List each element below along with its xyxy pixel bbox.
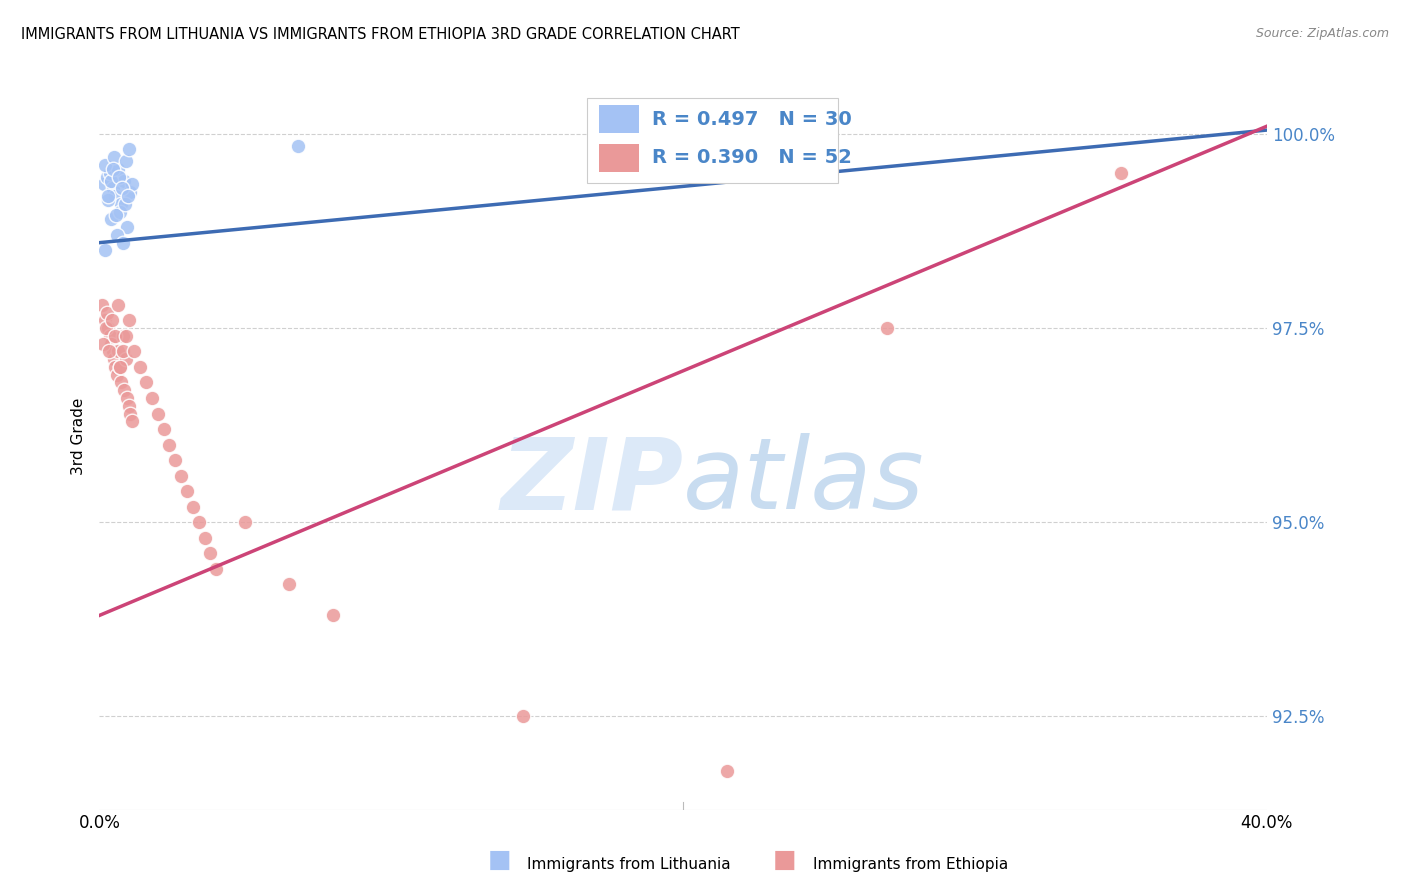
Point [94,321,117,335]
Point [120,407,142,421]
Point [118,313,141,327]
Point [124,344,146,359]
Point [121,178,143,192]
Point [152,422,174,436]
Point [110,197,132,211]
Point [278,577,301,591]
Point [104,189,127,203]
Point [97,344,120,359]
Point [108,169,131,184]
Point [96,305,118,319]
Point [103,161,125,176]
Text: Immigrants from Ethiopia: Immigrants from Ethiopia [813,857,1008,872]
Point [235,515,257,529]
Point [115,391,138,405]
Point [93,178,115,192]
Point [165,453,187,467]
Point [115,329,138,343]
Point [117,399,139,413]
Bar [588,97,838,184]
Point [105,209,128,223]
Point [108,359,131,374]
Point [100,336,122,351]
Point [117,189,139,203]
Point [98,329,121,343]
Point [159,437,181,451]
Point [98,166,121,180]
Text: Immigrants from Lithuania: Immigrants from Lithuania [527,857,731,872]
Point [94,313,117,327]
Text: Source: ZipAtlas.com: Source: ZipAtlas.com [1256,27,1389,40]
Point [111,181,134,195]
Point [94,158,117,172]
Point [97,189,120,203]
Point [205,562,228,576]
Point [512,709,534,723]
Point [108,204,131,219]
Point [121,414,143,428]
Point [103,352,125,367]
Point [181,500,204,514]
Text: ■: ■ [488,848,510,872]
Y-axis label: 3rd Grade: 3rd Grade [72,398,86,475]
Point [97,321,120,335]
Point [1109,166,1132,180]
Point [93,244,115,258]
Point [129,359,152,374]
Point [103,150,125,164]
Point [101,181,124,195]
Point [100,212,122,227]
Text: ZIP: ZIP [501,433,683,530]
Point [112,173,135,187]
Point [187,515,209,529]
Point [716,764,738,778]
Bar [599,144,638,172]
Point [110,359,132,374]
Point [91,298,114,312]
Text: R = 0.390   N = 52: R = 0.390 N = 52 [651,148,852,168]
Point [107,161,129,176]
Point [101,344,124,359]
Point [105,227,128,242]
Text: IMMIGRANTS FROM LITHUANIA VS IMMIGRANTS FROM ETHIOPIA 3RD GRADE CORRELATION CHAR: IMMIGRANTS FROM LITHUANIA VS IMMIGRANTS … [21,27,740,42]
Point [170,468,193,483]
Point [322,608,344,623]
Point [97,193,120,207]
Point [112,344,135,359]
Point [100,313,122,327]
Point [117,143,139,157]
Point [100,173,122,187]
Point [104,329,127,343]
Point [111,329,134,343]
Point [141,391,163,405]
Text: R = 0.497   N = 30: R = 0.497 N = 30 [651,110,852,128]
Bar [599,105,638,134]
Point [193,531,215,545]
Point [200,546,222,560]
Point [112,383,135,397]
Point [176,484,198,499]
Point [114,154,136,169]
Point [91,336,114,351]
Point [107,298,129,312]
Point [115,220,138,235]
Point [287,138,309,153]
Point [104,359,127,374]
Point [146,407,169,421]
Text: ■: ■ [773,848,796,872]
Point [107,344,129,359]
Point [135,376,157,390]
Point [111,235,134,250]
Point [120,185,142,199]
Point [105,368,128,382]
Point [114,197,136,211]
Point [110,376,132,390]
Point [114,352,136,367]
Point [96,169,118,184]
Text: atlas: atlas [683,433,925,530]
Point [876,321,898,335]
